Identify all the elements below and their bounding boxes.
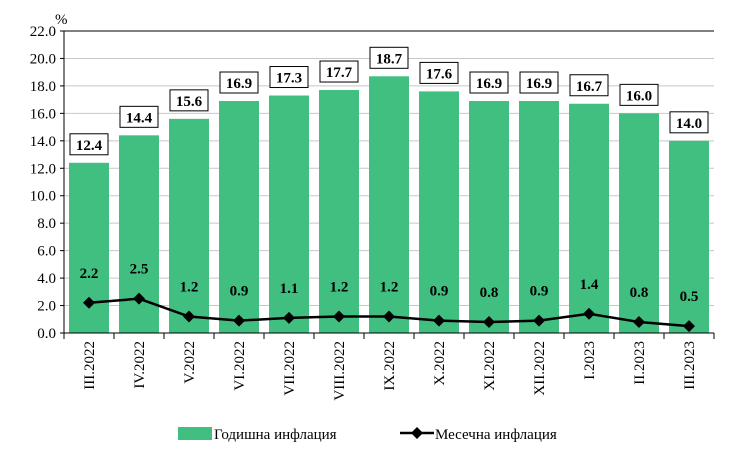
x-tick-label: X.2022 [432,341,448,386]
y-tick-label: 2.0 [37,299,56,315]
monthly-value-label: 0.5 [680,289,699,305]
bar-value-box [469,71,509,94]
monthly-point-marker [283,311,295,324]
bar-value-label: 16.0 [626,88,652,104]
monthly-value-label: 1.1 [280,281,299,297]
bar-value-label: 12.4 [76,138,103,154]
monthly-value-label: 1.2 [180,280,199,296]
x-tick-label: III.2023 [682,341,698,390]
data-labels: 12.4 2.2 14.4 2.5 15.6 1.2 16.9 0.9 17.3 1.1 17.7 1… [69,46,709,305]
monthly-value-label: 1.4 [580,277,599,293]
x-tick-label: II.2023 [632,341,648,385]
bar-value-label: 18.7 [376,51,403,67]
bar-annual [169,118,209,333]
bar-value-box [119,105,159,128]
bar-value-box [569,74,609,97]
bar-value-label: 17.6 [426,66,453,82]
x-tick-label: VII.2022 [282,341,298,396]
bar-value-label: 14.0 [676,116,702,132]
bar-annual [469,101,509,333]
bar-value-label: 16.9 [476,76,502,92]
monthly-value-label: 0.8 [630,285,649,301]
axes: 0.0 2.0 4.0 6.0 8.0 10.0 12.0 14.0 16.0 18.0 20.0 2… [30,24,715,401]
bar-value-box [169,89,209,112]
bar-annual [619,113,659,333]
y-axis-unit-label: % [55,12,68,28]
bar-annual [369,76,409,334]
bar-annual [519,101,559,333]
x-tick-label: VI.2022 [232,341,248,391]
bar-value-box [219,71,259,94]
y-tick-label: 16.0 [30,106,56,122]
bar-annual [419,91,459,334]
monthly-value-label: 0.8 [480,285,499,301]
monthly-point-marker [683,320,695,333]
y-tick-label: 4.0 [37,271,56,287]
y-tick-label: 8.0 [37,216,56,232]
monthly-point-marker [233,314,245,327]
y-tick-label: 10.0 [30,189,56,205]
monthly-point-marker [83,296,95,309]
bar-annual [569,103,609,333]
x-tick-label: III.2022 [82,341,98,390]
monthly-point-marker [633,316,645,329]
y-tick-label: 12.0 [30,161,56,177]
monthly-point-marker [333,310,345,323]
monthly-value-label: 0.9 [430,284,449,300]
y-tick-label: 18.0 [30,79,56,95]
monthly-point-marker [183,310,195,323]
bar-value-box [419,61,459,84]
bar-value-label: 16.9 [226,76,252,92]
y-tick-label: 22.0 [30,24,56,40]
bar-value-label: 17.7 [326,65,353,81]
legend-label-monthly: Месечна инфлация [435,427,557,443]
monthly-value-label: 2.2 [80,266,99,282]
legend-diamond-marker [411,427,423,439]
bar-value-box [519,71,559,94]
bar-value-label: 17.3 [276,71,302,87]
monthly-value-label: 2.5 [130,262,149,278]
bar-value-box [669,111,709,134]
legend-swatch-annual [178,427,212,440]
x-tick-label: V.2022 [182,341,198,384]
bar-value-label: 14.4 [126,110,153,126]
x-tick-label: IX.2022 [382,341,398,391]
y-tick-label: 14.0 [30,134,56,150]
bar-value-box [319,60,359,83]
monthly-point-marker [133,292,145,305]
bar-value-label: 16.9 [526,76,552,92]
monthly-point-marker [583,307,595,320]
bar-value-label: 16.7 [576,79,603,95]
bar-value-box [369,46,409,69]
legend: Годишна инфлация Месечна инфлация [178,427,557,443]
x-tick-label: VIII.2022 [332,341,348,401]
monthly-point-marker [533,314,545,327]
x-tick-label: XI.2022 [482,341,498,391]
bars [69,76,709,334]
y-tick-label: 20.0 [30,51,56,67]
monthly-value-label: 0.9 [230,284,249,300]
bar-annual [269,95,309,333]
y-tick-label: 0.0 [37,326,56,342]
y-tick-label: 6.0 [37,244,56,260]
x-tick-label: XII.2022 [532,341,548,396]
bar-value-label: 15.6 [176,94,203,110]
bar-annual [219,101,259,333]
monthly-point-marker [383,310,395,323]
bar-annual [319,90,359,333]
bar-value-box [269,66,309,89]
monthly-point-marker [433,314,445,327]
bar-value-box [619,83,659,106]
monthly-point-marker [483,316,495,329]
x-tick-label: I.2023 [582,341,598,380]
bar-annual [669,140,709,333]
bar-value-box [69,133,109,156]
monthly-value-label: 1.2 [380,280,399,296]
monthly-line [83,292,695,333]
legend-label-annual: Годишна инфлация [214,427,337,443]
monthly-value-label: 1.2 [330,280,349,296]
x-tick-label: IV.2022 [132,341,148,389]
monthly-value-label: 0.9 [530,284,549,300]
